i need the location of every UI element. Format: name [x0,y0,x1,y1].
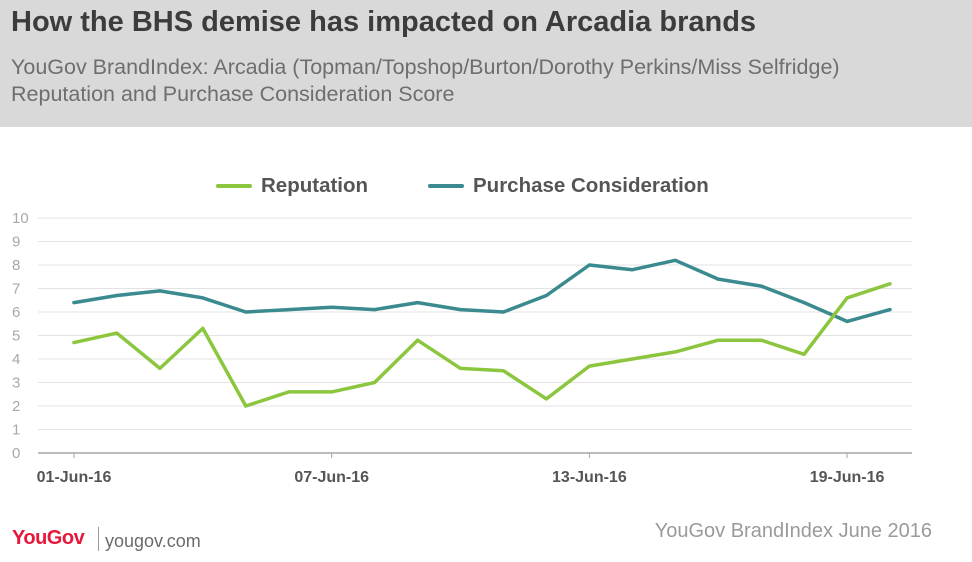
data-point-purchase-consideration [888,308,892,312]
data-point-reputation [330,390,334,394]
y-tick-label: 2 [12,398,20,415]
data-point-purchase-consideration [630,268,634,272]
data-point-reputation [759,338,763,342]
x-tick-label: 07-Jun-16 [294,469,369,486]
y-tick-label: 8 [12,257,20,274]
data-point-purchase-consideration [802,301,806,305]
data-point-purchase-consideration [673,258,677,262]
data-point-reputation [587,364,591,368]
data-point-reputation [673,350,677,354]
data-point-purchase-consideration [544,293,549,298]
chart-subtitle-line2: Reputation and Purchase Consideration Sc… [11,82,455,106]
data-point-reputation [888,282,892,286]
legend-swatch-purchase-consideration [428,184,464,188]
data-point-purchase-consideration [158,289,162,293]
data-point-reputation [544,397,549,401]
data-point-purchase-consideration [587,263,591,267]
data-point-purchase-consideration [501,310,506,314]
data-point-reputation [845,296,849,300]
data-point-reputation [458,366,463,370]
data-point-purchase-consideration [201,296,205,300]
legend-label-purchase-consideration: Purchase Consideration [473,174,709,197]
series-line-purchase-consideration [72,258,892,324]
data-point-purchase-consideration [458,308,463,312]
y-tick-label: 5 [12,328,20,345]
data-point-reputation [373,380,377,385]
y-tick-label: 10 [12,210,29,227]
data-point-purchase-consideration [373,308,377,312]
chart-subtitle-line1: YouGov BrandIndex: Arcadia (Topman/Topsh… [11,55,840,79]
data-point-reputation [716,338,720,342]
y-tick-label: 7 [12,281,20,298]
header-banner: How the BHS demise has impacted on Arcad… [0,0,972,127]
data-point-reputation [630,357,634,361]
data-point-purchase-consideration [330,305,334,309]
footer-divider [98,527,99,551]
y-tick-label: 3 [12,375,20,392]
data-point-purchase-consideration [287,308,291,312]
data-point-reputation [501,369,506,373]
data-point-purchase-consideration [759,284,763,288]
y-tick-label: 6 [12,304,20,321]
x-tick-label: 13-Jun-16 [552,469,627,486]
data-point-reputation [244,404,248,408]
legend-label-reputation: Reputation [261,174,369,197]
data-point-purchase-consideration [716,277,720,281]
legend-item-reputation: Reputation [216,174,368,198]
data-point-purchase-consideration [415,301,420,305]
footer-source-note: YouGov BrandIndex June 2016 [654,520,932,542]
chart-legend: Reputation Purchase Consideration [0,174,972,200]
chart-title: How the BHS demise has impacted on Arcad… [11,6,757,38]
data-point-reputation [201,326,205,331]
data-point-purchase-consideration [845,319,849,323]
series-line-reputation [72,282,892,408]
line-chart: 0 1 2 3 4 5 6 7 8 9 10 01-Jun-16 07-Jun-16 13-Jun-16 1… [12,210,912,486]
data-point-reputation [415,338,420,342]
footer-site-link[interactable]: yougov.com [105,531,201,551]
legend-swatch-reputation [216,184,252,188]
y-tick-label: 9 [12,234,20,251]
y-tick-label: 1 [12,422,20,439]
legend-item-purchase-consideration: Purchase Consideration [428,174,709,198]
y-tick-label: 4 [12,351,20,368]
data-point-purchase-consideration [115,293,119,298]
x-tick-label: 19-Jun-16 [810,469,885,486]
data-point-reputation [115,331,119,335]
data-point-reputation [802,352,806,356]
data-point-reputation [158,366,162,370]
y-tick-label: 0 [12,445,20,462]
x-tick-label: 01-Jun-16 [37,469,112,486]
data-point-purchase-consideration [244,310,248,314]
yougov-logo: YouGov [12,527,85,549]
data-point-reputation [72,340,76,345]
data-point-reputation [287,390,291,394]
data-point-purchase-consideration [72,301,76,305]
